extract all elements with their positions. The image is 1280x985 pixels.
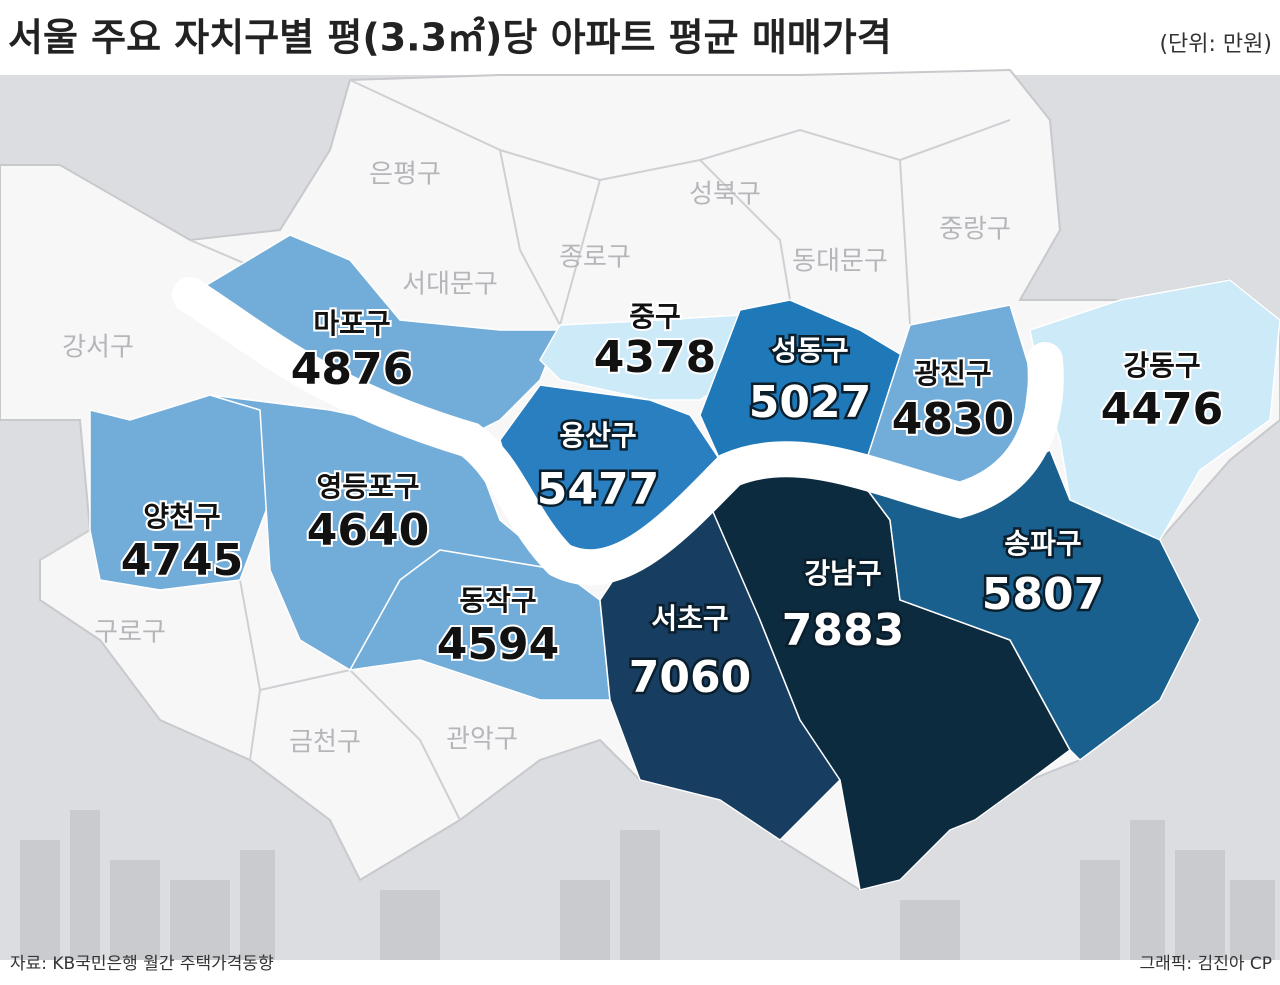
district-name: 금천구 <box>289 728 361 758</box>
district-name: 서초구 <box>651 602 728 635</box>
district-name: 광진구 <box>914 357 991 390</box>
district-name: 마포구 <box>313 307 390 340</box>
district-value: 4476 <box>1101 384 1223 435</box>
district-area <box>858 448 1201 761</box>
district-name: 양천구 <box>143 500 220 533</box>
district-name: 성동구 <box>771 334 848 367</box>
district-name: 용산구 <box>559 419 636 452</box>
district-value: 5027 <box>749 377 871 428</box>
district-value: 4745 <box>121 535 243 586</box>
han-river <box>172 277 1064 586</box>
district-name: 중구 <box>629 300 681 333</box>
district-name: 구로구 <box>94 618 166 648</box>
district-name: 강서구 <box>62 333 134 363</box>
district-name: 동대문구 <box>792 247 888 277</box>
title: 서울 주요 자치구별 평(3.3㎡)당 아파트 평균 매매가격 <box>8 16 892 60</box>
district-value: 4876 <box>291 344 413 395</box>
district-name: 영등포구 <box>316 470 419 503</box>
district-labels: 마포구 4876 중구 4378 용산구 5477 성동구 5027 광진구 4… <box>119 298 1225 706</box>
district-name: 강남구 <box>804 557 881 590</box>
district-value: 5477 <box>537 464 659 515</box>
district-area <box>89 394 271 591</box>
district-value: 4594 <box>437 619 559 670</box>
source: 자료: KB국민은행 월간 주택가격동향 <box>10 954 274 974</box>
district-value: 5807 <box>982 569 1104 620</box>
credit: 그래픽: 김진아 CP <box>1140 954 1273 974</box>
district-name: 동작구 <box>459 584 536 617</box>
district-name: 강동구 <box>1123 349 1200 382</box>
district-value: 4640 <box>307 505 429 556</box>
districts <box>89 234 1280 891</box>
district-value: 7060 <box>629 652 751 703</box>
district-name: 은평구 <box>369 160 441 190</box>
district-name: 종로구 <box>559 243 631 273</box>
district-area <box>539 314 761 401</box>
district-value: 4830 <box>892 394 1014 445</box>
district-name: 서대문구 <box>402 270 498 300</box>
district-value: 4378 <box>594 332 716 383</box>
district-name: 관악구 <box>446 725 518 755</box>
unit: (단위: 만원) <box>1159 32 1272 57</box>
district-value: 7883 <box>782 605 904 656</box>
district-name: 성북구 <box>689 180 761 210</box>
district-name: 중랑구 <box>939 215 1011 245</box>
city-skyline <box>20 810 1275 960</box>
other-labels: 은평구 서대문구 종로구 성북구 동대문구 중랑구 강서구 구로구 금천구 관악… <box>62 160 1011 758</box>
district-name: 송파구 <box>1004 527 1081 560</box>
